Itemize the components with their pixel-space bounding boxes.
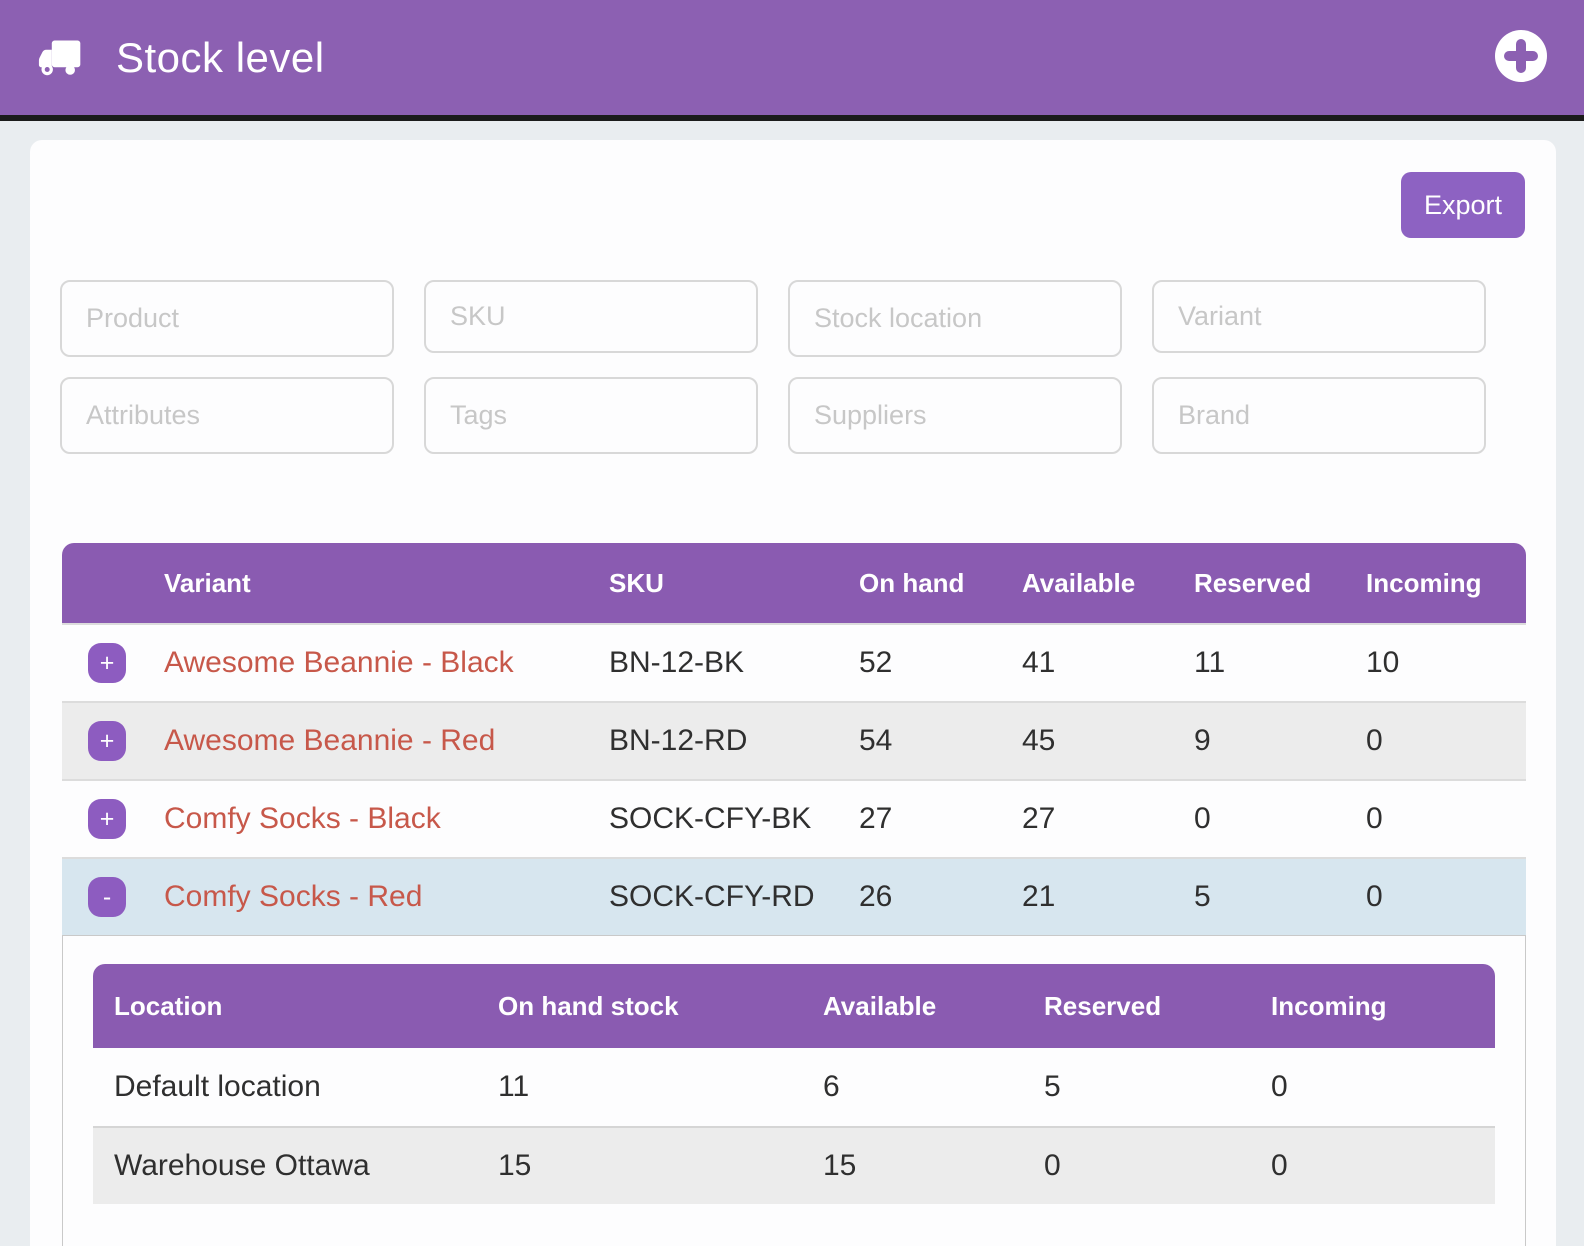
attributes-filter-input[interactable]: [60, 377, 394, 454]
col-header-incoming: Incoming: [1271, 990, 1387, 1021]
incoming-value: 10: [1366, 646, 1400, 679]
truck-icon: [38, 37, 84, 79]
incoming-value: 0: [1366, 880, 1383, 913]
incoming-value: 0: [1271, 1070, 1288, 1103]
sku-value: SOCK-CFY-BK: [609, 802, 812, 835]
stock-location-filter-input[interactable]: [788, 280, 1122, 357]
expand-row-button[interactable]: +: [88, 721, 126, 761]
sku-value: BN-12-RD: [609, 724, 748, 757]
sku-value: BN-12-BK: [609, 646, 745, 679]
page-title: Stock level: [116, 33, 325, 81]
sku-filter-input[interactable]: [424, 280, 758, 353]
sku-value: SOCK-CFY-RD: [609, 880, 815, 913]
on-hand-stock-value: 15: [498, 1149, 532, 1182]
on-hand-value: 26: [859, 880, 893, 913]
tags-filter-input[interactable]: [424, 377, 758, 454]
location-breakdown-panel: Location On hand stock Available Reserve…: [62, 935, 1526, 1246]
stock-table: Variant SKU On hand Available Reserved I…: [62, 543, 1526, 1246]
variant-link[interactable]: Comfy Socks - Black: [164, 802, 441, 835]
col-header-sku: SKU: [609, 567, 664, 598]
reserved-value: 0: [1044, 1149, 1061, 1182]
reserved-value: 9: [1194, 724, 1211, 757]
add-button[interactable]: [1494, 30, 1548, 85]
expand-row-button[interactable]: +: [88, 799, 126, 839]
available-value: 6: [823, 1070, 840, 1103]
brand-filter-input[interactable]: [1152, 377, 1486, 454]
available-value: 45: [1022, 724, 1056, 757]
stock-table-header: Variant SKU On hand Available Reserved I…: [62, 543, 1526, 623]
incoming-value: 0: [1366, 724, 1383, 757]
col-header-location: Location: [114, 990, 223, 1021]
available-value: 21: [1022, 880, 1056, 913]
content-card: Export Variant SKU On hand Available Res…: [30, 140, 1556, 1246]
reserved-value: 11: [1194, 646, 1226, 679]
table-row: + Comfy Socks - Black SOCK-CFY-BK 27 27 …: [62, 779, 1526, 857]
location-table-header: Location On hand stock Available Reserve…: [93, 964, 1495, 1048]
topbar: Stock level: [0, 0, 1584, 115]
circle-plus-icon: [1495, 30, 1547, 85]
col-header-on-hand-stock: On hand stock: [498, 990, 679, 1021]
col-header-variant: Variant: [164, 567, 251, 598]
on-hand-value: 27: [859, 802, 893, 835]
reserved-value: 5: [1044, 1070, 1061, 1103]
location-row: Default location 11 6 5 0: [93, 1048, 1495, 1126]
table-row: + Awesome Beannie - Black BN-12-BK 52 41…: [62, 623, 1526, 701]
collapse-row-button[interactable]: -: [88, 877, 126, 917]
col-header-on-hand: On hand: [859, 567, 965, 598]
table-row-expanded: - Comfy Socks - Red SOCK-CFY-RD 26 21 5 …: [62, 857, 1526, 935]
location-name: Warehouse Ottawa: [114, 1149, 370, 1182]
col-header-reserved: Reserved: [1194, 567, 1312, 598]
topbar-divider: [0, 115, 1584, 121]
available-value: 41: [1022, 646, 1056, 679]
incoming-value: 0: [1366, 802, 1383, 835]
col-header-available: Available: [1022, 567, 1136, 598]
filter-bar: [60, 280, 1486, 454]
variant-link[interactable]: Comfy Socks - Red: [164, 880, 423, 913]
variant-link[interactable]: Awesome Beannie - Red: [164, 724, 496, 757]
export-button[interactable]: Export: [1401, 172, 1525, 238]
incoming-value: 0: [1271, 1149, 1288, 1182]
col-header-incoming: Incoming: [1366, 567, 1482, 598]
available-value: 27: [1022, 802, 1056, 835]
product-filter-input[interactable]: [60, 280, 394, 357]
table-row: + Awesome Beannie - Red BN-12-RD 54 45 9…: [62, 701, 1526, 779]
col-header-available: Available: [823, 990, 937, 1021]
location-table: Location On hand stock Available Reserve…: [93, 964, 1495, 1204]
on-hand-value: 54: [859, 724, 893, 757]
on-hand-stock-value: 11: [498, 1070, 530, 1103]
reserved-value: 5: [1194, 880, 1211, 913]
variant-filter-input[interactable]: [1152, 280, 1486, 353]
suppliers-filter-input[interactable]: [788, 377, 1122, 454]
on-hand-value: 52: [859, 646, 893, 679]
variant-link[interactable]: Awesome Beannie - Black: [164, 646, 514, 679]
col-header-reserved: Reserved: [1044, 990, 1162, 1021]
reserved-value: 0: [1194, 802, 1211, 835]
location-name: Default location: [114, 1070, 321, 1103]
location-row: Warehouse Ottawa 15 15 0 0: [93, 1126, 1495, 1204]
available-value: 15: [823, 1149, 857, 1182]
expand-row-button[interactable]: +: [88, 643, 126, 683]
